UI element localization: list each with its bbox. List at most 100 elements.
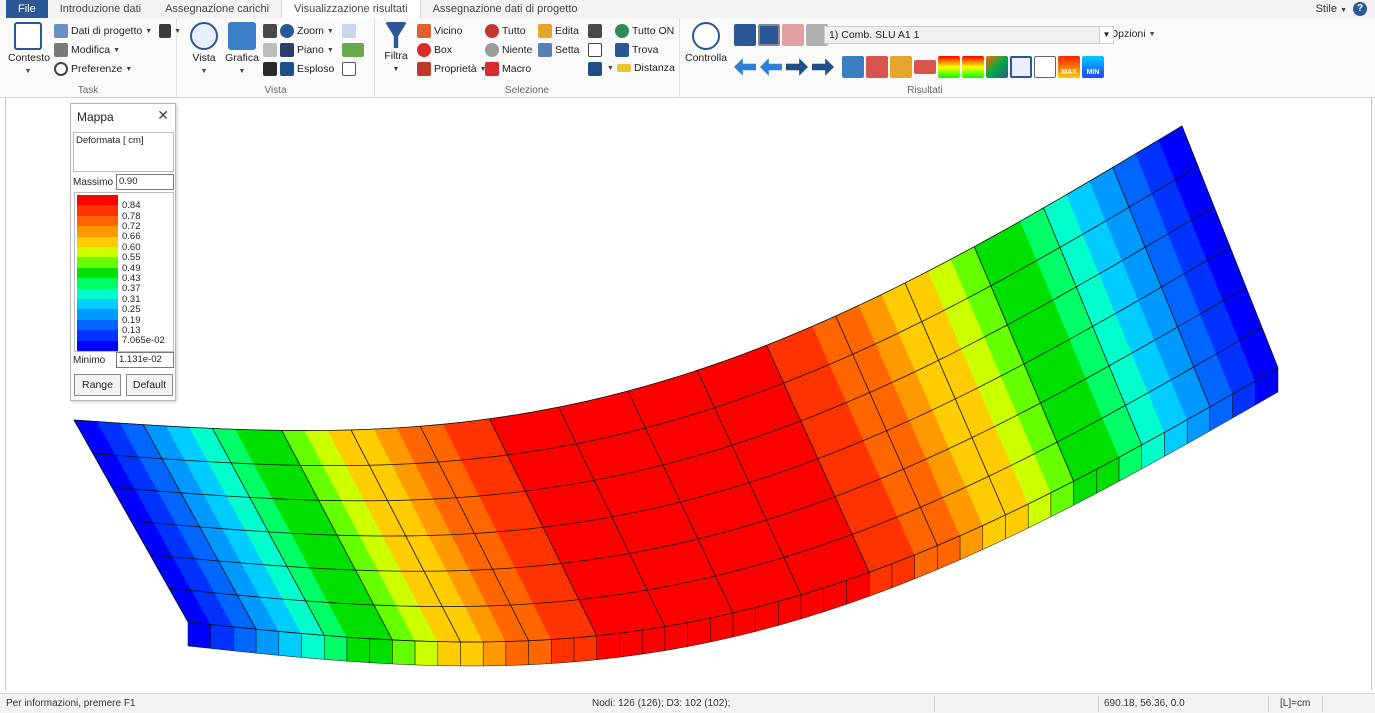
render-icon[interactable] [342,24,356,38]
sigma-icon[interactable] [938,56,960,78]
clipboard-check-icon [14,22,42,50]
tutto-button[interactable]: Tutto [485,24,526,38]
legend-swatch [77,236,118,248]
ruler-icon [616,64,631,72]
max-input[interactable]: 0.90 [116,174,174,190]
tab-visualizzazione-risultati[interactable]: Visualizzazione risultati [281,0,421,18]
esploso-button[interactable]: Esploso [263,62,334,76]
status-divider [1098,696,1099,712]
controlla-button[interactable]: Controlla [684,22,728,64]
zoom-button[interactable]: Zoom ▼ [263,24,334,38]
legend-swatch [77,247,118,258]
vista-label: Vista [192,52,216,64]
min-input[interactable]: 1.131e-02 [116,352,174,368]
dati-progetto-button[interactable]: Dati di progetto ▼ ▼ [54,24,181,38]
select-shape-icon[interactable] [588,43,602,57]
opzioni-button[interactable]: Opzioni ▼ [1110,28,1156,40]
filtra-button[interactable]: Filtra ▼ [381,22,411,74]
zoom-icon [280,24,294,38]
chevron-down-icon[interactable]: ▼ [1099,27,1113,43]
frame-highlight-icon[interactable] [1010,56,1032,78]
slab-edge-cell [437,641,461,667]
box-button[interactable]: Box [417,43,452,57]
legend-value: 0.43 [122,273,141,285]
macro-button[interactable]: Macro [485,62,531,76]
funnel-icon [385,22,407,48]
next-arrow-icon[interactable] [786,58,808,76]
beam-diagram-icon[interactable] [914,60,936,74]
last-arrow-icon[interactable] [812,58,834,76]
slab-edge-cell [505,640,529,666]
export-icon[interactable] [159,24,172,38]
results-grid-icon[interactable] [758,24,780,46]
query-icon[interactable] [1034,56,1056,78]
macro-label: Macro [502,63,532,75]
tab-file[interactable]: File [6,0,48,18]
window-icon[interactable] [342,62,356,76]
cube-wire-icon [263,24,277,38]
legend-swatch [77,330,118,342]
trova-button[interactable]: Trova [615,43,658,57]
preferenze-button[interactable]: Preferenze ▼ [54,62,132,76]
deformed-slab-render [73,125,1279,667]
tab-assegnazione-dati-progetto[interactable]: Assegnazione dati di progetto [432,3,578,15]
results-table-icon[interactable] [734,24,756,46]
vista-button[interactable]: Vista ▼ [187,22,221,76]
tab-assegnazione-carichi[interactable]: Assegnazione carichi [165,3,270,15]
reaction-icon[interactable] [866,56,888,78]
help-icon[interactable]: ? [1353,2,1367,16]
distanza-label: Distanza [633,62,675,74]
default-button[interactable]: Default [126,374,173,396]
model-viewport[interactable] [5,98,1372,690]
load-icon[interactable] [890,56,912,78]
piano-button[interactable]: Piano ▼ [263,43,334,57]
contesto-button[interactable]: Contesto ▼ [8,22,50,76]
results-report-icon[interactable] [806,24,828,46]
slab-edge-cell [664,622,688,651]
tab-introduzione-dati[interactable]: Introduzione dati [59,3,142,15]
legend-swatch [77,226,118,238]
check-search-icon [692,22,720,50]
layers-icon[interactable] [588,24,602,38]
gear-icon [54,62,68,76]
first-arrow-icon[interactable] [734,58,756,76]
max-icon[interactable]: MAX [1058,56,1080,78]
modifica-button[interactable]: Modifica ▼ [54,43,120,57]
combination-select[interactable]: 1) Comb. SLU A1 1 ▼ [824,26,1114,44]
tutto-on-button[interactable]: Tutto ON [615,24,674,38]
tutto-label: Tutto [502,25,526,37]
tutto-on-label: Tutto ON [632,25,675,37]
solid-select-icon[interactable] [588,62,602,76]
grafica-button[interactable]: Grafica ▼ [225,22,259,76]
min-icon[interactable]: MIN [1082,56,1104,78]
solid-color-icon[interactable] [986,56,1008,78]
plane-z-icon [280,43,294,57]
niente-button[interactable]: Niente [485,43,532,57]
group-risultati: Controlla Opzioni ▼ MAX MIN Risultati [680,18,1170,98]
previous-arrow-icon[interactable] [760,58,782,76]
setta-button[interactable]: Setta [538,43,580,57]
results-chart-icon[interactable] [782,24,804,46]
color-dropdown-icon[interactable] [342,43,364,57]
style-menu[interactable]: Stile ▼ [1315,3,1347,15]
legend-value: 0.13 [122,325,141,337]
status-divider [1268,696,1269,712]
status-bar: Per informazioni, premere F1 Nodi: 126 (… [0,693,1375,713]
vicino-button[interactable]: Vicino [417,24,462,38]
range-button[interactable]: Range [74,374,121,396]
legend-swatch [77,278,118,290]
distanza-button[interactable]: ▼ Distanza [607,62,675,74]
proprieta-button[interactable]: Proprietà ▼ [417,62,487,76]
globe-view-icon [190,22,218,50]
a-map-icon[interactable] [962,56,984,78]
group-vista: Vista ▼ Grafica ▼ Zoom ▼ Piano ▼ Esploso Vis… [177,18,375,98]
slab-edge-cell [210,624,234,652]
mesh-line [187,367,1279,643]
close-icon[interactable]: ✕ [157,107,169,123]
color-legend: 0.84 0.78 0.72 0.66 0.60 0.55 0.49 0.43 0.37 0.31… [74,192,174,352]
project-data-icon [54,24,68,38]
edit-icon [538,24,552,38]
displacement-icon[interactable] [842,56,864,78]
edita-button[interactable]: Edita [538,24,579,38]
esploso-label: Esploso [297,63,335,75]
